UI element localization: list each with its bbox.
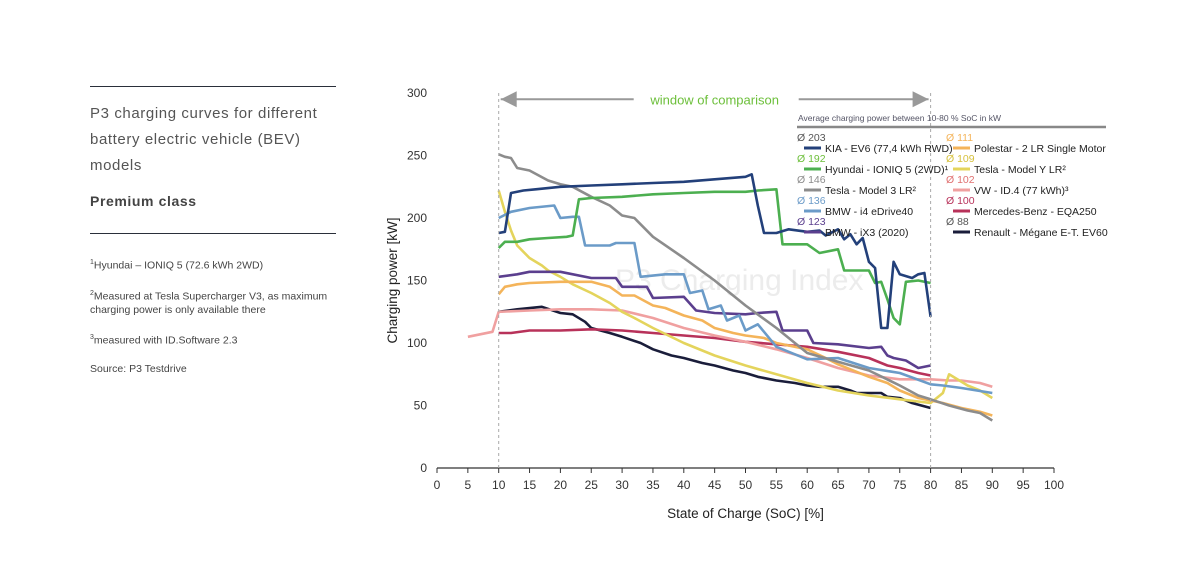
y-tick-label: 200: [407, 211, 427, 225]
x-tick-label: 40: [677, 478, 691, 492]
legend-label: BMW - i4 eDrive40: [825, 206, 913, 218]
legend-label: BMW - iX3 (2020): [825, 227, 908, 239]
y-axis-label: Charging power [kW]: [385, 217, 400, 343]
x-tick-label: 20: [554, 478, 568, 492]
legend-average: Ø 146: [797, 174, 826, 186]
x-tick-label: 55: [770, 478, 784, 492]
footnote-2: 2Measured at Tesla Supercharger V3, as m…: [90, 289, 328, 317]
legend-label: Mercedes-Benz - EQA250: [974, 206, 1097, 218]
series-line: [498, 305, 931, 410]
legend-label: Tesla - Model 3 LR²: [825, 185, 917, 197]
series-line: [497, 280, 993, 417]
y-tick-label: 0: [420, 461, 427, 475]
legend-label: Tesla - Model Y LR²: [974, 164, 1066, 176]
series-line: [498, 204, 993, 395]
legend-average: Ø 192: [797, 153, 826, 165]
sidebar: P3 charging curves for different battery…: [90, 86, 336, 376]
legend-average: Ø 123: [797, 216, 826, 228]
x-tick-label: 5: [465, 478, 472, 492]
source-note: Source: P3 Testdrive: [90, 362, 187, 375]
x-tick-label: 60: [801, 478, 815, 492]
legend-label: Polestar - 2 LR Single Motor: [974, 143, 1106, 155]
page-title: P3 charging curves for different battery…: [90, 101, 336, 179]
top-divider: [90, 86, 336, 87]
x-tick-label: 85: [955, 478, 969, 492]
legend-average: Ø 109: [946, 153, 975, 165]
legend: Average charging power between 10-80 % S…: [797, 113, 1108, 239]
x-tick-label: 90: [986, 478, 1000, 492]
y-tick-label: 300: [407, 86, 427, 100]
legend-label: VW - ID.4 (77 kWh)³: [974, 185, 1069, 197]
series-line: [498, 270, 931, 370]
x-tick-label: 25: [585, 478, 599, 492]
title-line: battery electric vehicle (BEV): [90, 131, 301, 148]
title-line: models: [90, 157, 142, 174]
x-tick-label: 75: [893, 478, 907, 492]
legend-average: Ø 111: [946, 132, 973, 144]
series-line: [497, 188, 931, 326]
class-label: Premium class: [90, 193, 197, 209]
bottom-divider: [90, 233, 336, 234]
x-tick-label: 100: [1044, 478, 1064, 492]
legend-average: Ø 100: [946, 195, 975, 207]
x-tick-label: 80: [924, 478, 938, 492]
legend-title: Average charging power between 10-80 % S…: [798, 113, 1001, 123]
series-line: [498, 173, 932, 330]
x-axis-label: State of Charge (SoC) [%]: [667, 506, 824, 521]
x-tick-label: 0: [434, 478, 441, 492]
footnote-3: 3measured with ID.Software 2.3: [90, 334, 238, 347]
window-label: window of comparison: [649, 92, 779, 107]
x-tick-label: 35: [646, 478, 660, 492]
legend-label: KIA - EV6 (77,4 kWh RWD): [825, 143, 953, 155]
x-tick-label: 10: [492, 478, 506, 492]
legend-label: Renault - Mégane E-T. EV60: [974, 227, 1108, 239]
watermark: P3 Charging Index: [615, 264, 864, 297]
y-tick-label: 150: [407, 274, 427, 288]
series-line: [467, 308, 993, 389]
legend-label: Hyundai - IONIQ 5 (2WD)¹: [825, 164, 949, 176]
y-tick-label: 250: [407, 149, 427, 163]
footnote-1: 1Hyundai – IONIQ 5 (72.6 kWh 2WD): [90, 259, 264, 272]
x-tick-label: 45: [708, 478, 722, 492]
title-line: P3 charging curves for different: [90, 105, 318, 122]
y-tick-label: 50: [414, 399, 428, 413]
legend-average: Ø 102: [946, 174, 975, 186]
x-tick-label: 70: [862, 478, 876, 492]
series-line: [498, 153, 993, 422]
legend-average: Ø 88: [946, 216, 969, 228]
y-tick-label: 100: [407, 336, 427, 350]
x-tick-label: 50: [739, 478, 753, 492]
x-tick-label: 65: [831, 478, 845, 492]
x-tick-label: 15: [523, 478, 537, 492]
x-tick-label: 30: [615, 478, 629, 492]
x-tick-label: 95: [1016, 478, 1030, 492]
legend-average: Ø 136: [797, 195, 826, 207]
legend-average: Ø 203: [797, 132, 826, 144]
